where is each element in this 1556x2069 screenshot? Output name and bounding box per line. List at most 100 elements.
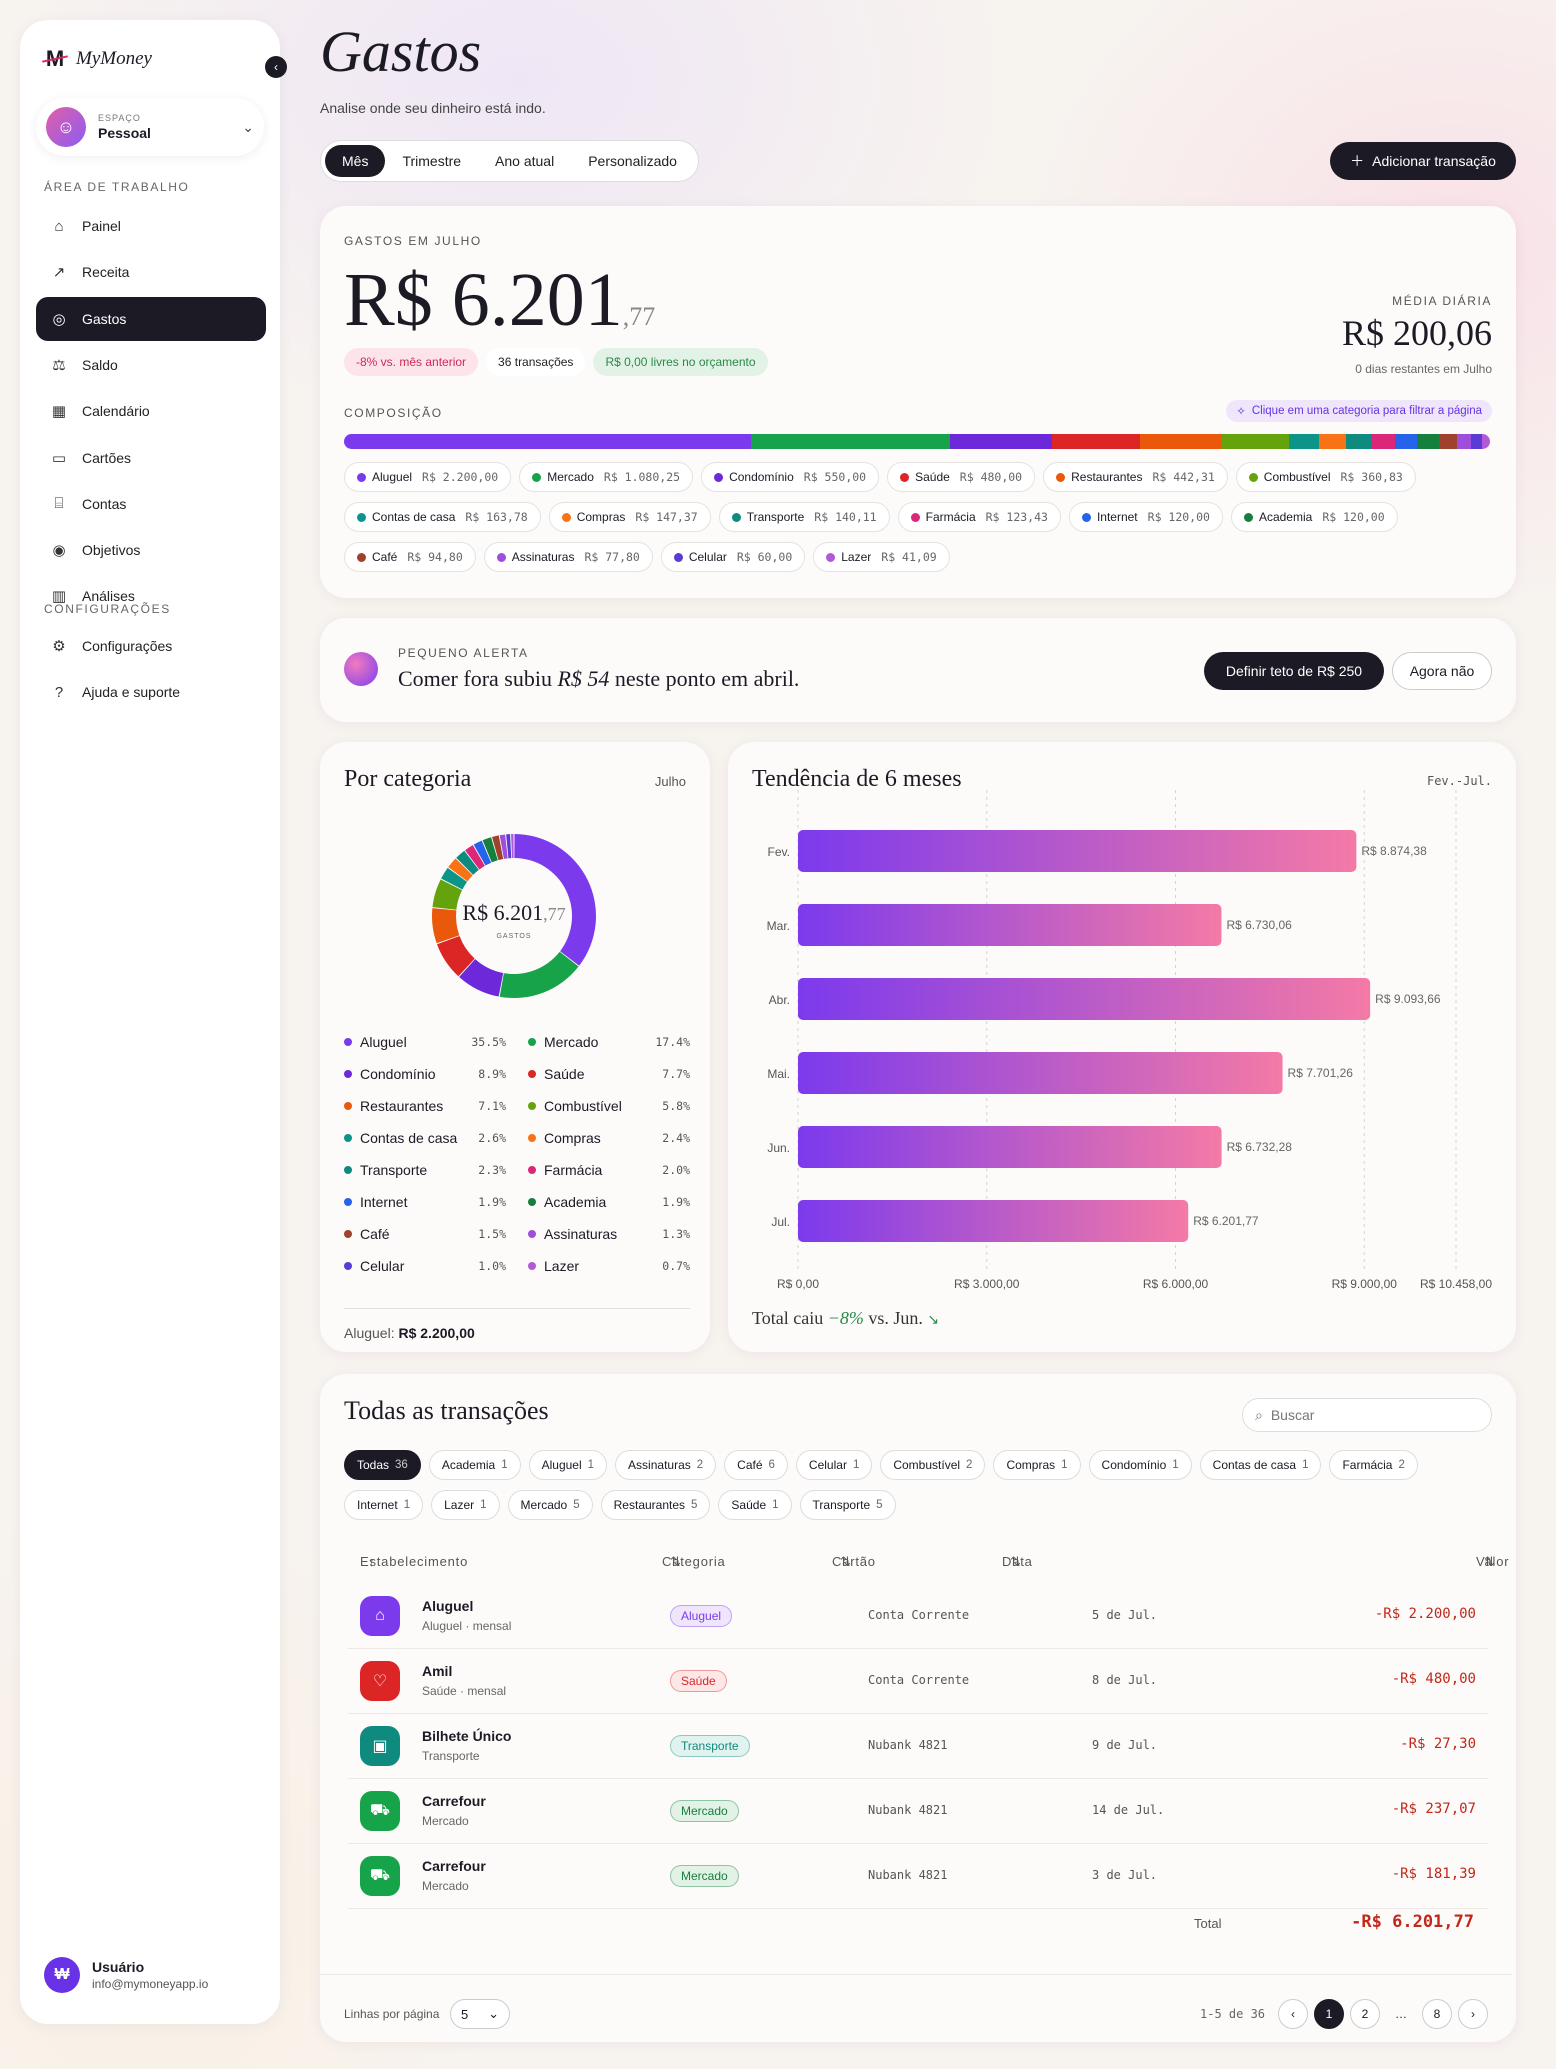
donut-slice[interactable] <box>499 834 508 859</box>
filter-chip[interactable]: Lazer 1 <box>431 1490 500 1520</box>
composition-segment[interactable] <box>750 434 951 449</box>
composition-segment[interactable] <box>1372 434 1395 449</box>
category-chip[interactable]: Assinaturas R$ 77,80 <box>483 542 653 572</box>
composition-segment[interactable] <box>1288 434 1320 449</box>
next-page-button[interactable]: › <box>1458 1999 1488 2029</box>
composition-segment[interactable] <box>1346 434 1373 449</box>
category-badge[interactable]: Transporte <box>670 1735 750 1757</box>
filter-chip[interactable]: Transporte 5 <box>799 1490 896 1520</box>
collapse-sidebar-button[interactable]: ‹ <box>265 56 287 78</box>
donut-slice[interactable] <box>492 835 504 861</box>
category-chip[interactable]: Academia R$ 120,00 <box>1230 502 1398 532</box>
composition-segment[interactable] <box>1051 434 1141 449</box>
category-badge[interactable]: Mercado <box>670 1800 739 1822</box>
category-chip[interactable]: Compras R$ 147,37 <box>548 502 711 532</box>
donut-slice[interactable] <box>482 837 498 863</box>
category-list-item[interactable]: Mercado 17.4% <box>528 1032 690 1052</box>
dismiss-button[interactable]: Agora não <box>1392 652 1492 690</box>
category-list-item[interactable]: Café 1.5% <box>344 1224 506 1244</box>
donut-slice[interactable] <box>499 951 579 998</box>
donut-slice[interactable] <box>465 845 485 870</box>
category-chip[interactable]: Transporte R$ 140,11 <box>718 502 890 532</box>
tab-4[interactable]: Personalizado <box>588 153 677 169</box>
composition-segment[interactable] <box>1439 434 1457 449</box>
category-chip[interactable]: Café R$ 94,80 <box>344 542 476 572</box>
filter-chip[interactable]: Café 6 <box>724 1450 788 1480</box>
rows-per-page-select[interactable]: 5 ⌄ <box>450 1999 510 2029</box>
category-chip[interactable]: Restaurantes R$ 442,31 <box>1043 462 1228 492</box>
donut-slice[interactable] <box>506 834 512 859</box>
tab-1[interactable]: Mês <box>325 145 386 177</box>
category-list-item[interactable]: Farmácia 2.0% <box>528 1160 690 1180</box>
trend-bar[interactable] <box>798 830 1357 872</box>
trend-bar[interactable] <box>798 1200 1189 1242</box>
category-list-item[interactable]: Restaurantes 7.1% <box>344 1096 506 1116</box>
workspace-switcher[interactable]: ☺ ESPAÇO Pessoal ⌄ <box>36 98 264 156</box>
donut-slice[interactable] <box>441 867 468 890</box>
donut-slice[interactable] <box>511 834 514 859</box>
category-list-item[interactable]: Assinaturas 1.3% <box>528 1224 690 1244</box>
filter-chip[interactable]: Farmácia 2 <box>1329 1450 1418 1480</box>
composition-segment[interactable] <box>1140 434 1223 449</box>
sidebar-item-7[interactable]: ⌸ Contas <box>36 482 266 526</box>
user-profile[interactable]: ₩ Usuário info@mymoneyapp.io <box>36 1950 264 2000</box>
category-chip[interactable]: Aluguel R$ 2.200,00 <box>344 462 512 492</box>
page-button[interactable]: 2 <box>1350 1999 1380 2029</box>
filter-chip[interactable]: Condomínio 1 <box>1088 1450 1192 1480</box>
category-chip[interactable]: Combustível R$ 360,83 <box>1235 462 1416 492</box>
trend-bar[interactable] <box>798 904 1222 946</box>
composition-segment[interactable] <box>1222 434 1289 449</box>
category-list-item[interactable]: Lazer 0.7% <box>528 1256 690 1276</box>
category-badge[interactable]: Mercado <box>670 1865 739 1887</box>
category-chip[interactable]: Farmácia R$ 123,43 <box>897 502 1061 532</box>
composition-segment[interactable] <box>1482 434 1490 449</box>
table-row[interactable]: ⛟ Carrefour Mercado Mercado Nubank 4821 14 de… <box>348 1779 1488 1844</box>
composition-segment[interactable] <box>344 434 751 449</box>
table-row[interactable]: ⛟ Carrefour Mercado Mercado Nubank 4821 3 de … <box>348 1844 1488 1909</box>
category-chip[interactable]: Mercado R$ 1.080,25 <box>519 462 694 492</box>
sidebar-item-1[interactable]: ⌂ Painel <box>36 204 266 248</box>
donut-slice[interactable] <box>514 834 596 966</box>
app-logo[interactable]: M MyMoney <box>44 46 152 72</box>
composition-segment[interactable] <box>1417 434 1440 449</box>
composition-segment[interactable] <box>1394 434 1418 449</box>
set-limit-button[interactable]: Definir teto de R$ 250 <box>1204 652 1384 690</box>
category-list-item[interactable]: Transporte 2.3% <box>344 1160 506 1180</box>
category-list-item[interactable]: Academia 1.9% <box>528 1192 690 1212</box>
filter-chip[interactable]: Combustível 2 <box>880 1450 986 1480</box>
category-list-item[interactable]: Aluguel 35.5% <box>344 1032 506 1052</box>
donut-slice[interactable] <box>432 908 460 944</box>
table-row[interactable]: ⌂ Aluguel Aluguel · mensal Aluguel Conta Cor… <box>348 1584 1488 1649</box>
sidebar-item-4[interactable]: ⚖ Saldo <box>36 343 266 387</box>
category-list-item[interactable]: Combustível 5.8% <box>528 1096 690 1116</box>
sidebar-item-2[interactable]: ↗ Receita <box>36 250 266 294</box>
category-list-item[interactable]: Condomínio 8.9% <box>344 1064 506 1084</box>
tab-2[interactable]: Trimestre <box>402 153 462 169</box>
sidebar-item-5[interactable]: ▦ Calendário <box>36 389 266 433</box>
category-chip[interactable]: Contas de casa R$ 163,78 <box>344 502 541 532</box>
config-item-1[interactable]: ⚙ Configurações <box>36 624 266 668</box>
category-chip[interactable]: Celular R$ 60,00 <box>660 542 806 572</box>
sidebar-item-3[interactable]: ◎ Gastos <box>36 296 266 341</box>
filter-chip[interactable]: Internet 1 <box>344 1490 424 1520</box>
config-item-2[interactable]: ? Ajuda e suporte <box>36 670 266 714</box>
category-list-item[interactable]: Internet 1.9% <box>344 1192 506 1212</box>
category-list-item[interactable]: Contas de casa 2.6% <box>344 1128 506 1148</box>
table-row[interactable]: ♡ Amil Saúde · mensal Saúde Conta Corrente 8 … <box>348 1649 1488 1714</box>
filter-chip[interactable]: Saúde 1 <box>718 1490 792 1520</box>
filter-chip[interactable]: Aluguel 1 <box>528 1450 608 1480</box>
trend-bar[interactable] <box>798 978 1371 1020</box>
sidebar-item-8[interactable]: ◉ Objetivos <box>36 528 266 572</box>
filter-chip[interactable]: Compras 1 <box>993 1450 1081 1480</box>
sidebar-item-9[interactable]: ▥ Análises <box>36 574 266 618</box>
page-button[interactable]: 8 <box>1422 1999 1452 2029</box>
category-badge[interactable]: Saúde <box>670 1670 727 1692</box>
donut-slice[interactable] <box>473 840 492 866</box>
trend-bar[interactable] <box>798 1052 1283 1094</box>
sidebar-item-6[interactable]: ▭ Cartões <box>36 436 266 480</box>
composition-segment[interactable] <box>950 434 1052 449</box>
filter-chip[interactable]: Assinaturas 2 <box>615 1450 717 1480</box>
add-transaction-button[interactable]: ＋ Adicionar transação <box>1330 142 1516 180</box>
donut-slice[interactable] <box>448 858 473 882</box>
donut-slice[interactable] <box>456 850 479 875</box>
